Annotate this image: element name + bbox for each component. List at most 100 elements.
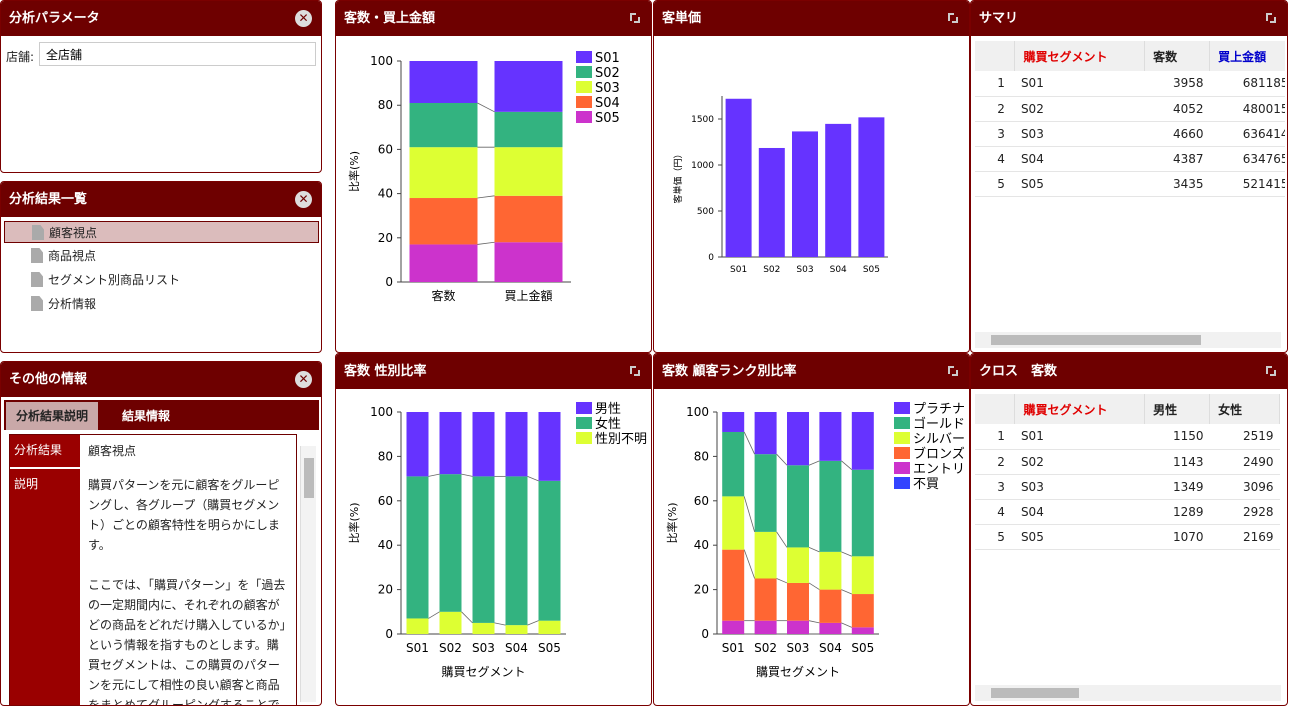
table-cell: 2 <box>975 96 1015 122</box>
y-tick-label: 0 <box>385 275 393 289</box>
y-tick-label: 60 <box>694 494 709 508</box>
x-tick-label: 客数 <box>431 288 455 303</box>
bar-segment <box>494 147 563 196</box>
cross-hscroll[interactable] <box>975 685 1281 701</box>
info-scrollbar[interactable] <box>300 446 316 702</box>
store-label: 店舗: <box>6 50 35 64</box>
table-cell: 4660 <box>1144 121 1210 147</box>
connector-line <box>776 531 788 548</box>
expand-icon[interactable] <box>627 363 643 379</box>
expand-icon[interactable] <box>627 10 643 26</box>
col-segment[interactable]: 購買セグメント <box>1014 394 1146 424</box>
bar <box>858 117 885 258</box>
scroll-thumb[interactable] <box>304 458 314 498</box>
y-tick-label: 40 <box>694 538 709 552</box>
legend-label: 不買 <box>913 477 939 492</box>
bar-segment <box>494 61 563 112</box>
expand-icon[interactable] <box>1263 10 1279 26</box>
legend-swatch <box>894 402 910 414</box>
tree-item-customer[interactable]: 顧客視点 <box>4 221 319 243</box>
connector-line <box>743 496 755 532</box>
scroll-thumb[interactable] <box>991 335 1201 345</box>
close-icon[interactable]: ✕ <box>295 191 312 208</box>
tab-result-info[interactable]: 結果情報 <box>122 409 171 423</box>
bar-segment <box>494 111 563 148</box>
table-row[interactable]: 2 S02 1143 2490 <box>975 449 1280 475</box>
col-female[interactable]: 女性 <box>1209 394 1280 424</box>
legend-label: S01 <box>595 51 620 66</box>
table-row[interactable]: 3 S03 4660 636414 <box>975 121 1285 147</box>
bar-segment <box>439 611 462 634</box>
y-tick-label: 1000 <box>691 161 714 171</box>
col-customers[interactable]: 客数 <box>1144 41 1211 71</box>
summary-title: サマリ <box>979 11 1019 26</box>
tree-item-segment-list[interactable]: セグメント別商品リスト <box>4 269 319 291</box>
store-input[interactable] <box>39 42 316 66</box>
legend-swatch <box>576 66 592 78</box>
table-cell: 2 <box>975 449 1015 475</box>
tree-item-product[interactable]: 商品視点 <box>4 245 319 267</box>
table-cell: 681185 <box>1209 71 1285 97</box>
legend-swatch <box>894 432 910 444</box>
expand-icon[interactable] <box>945 10 961 26</box>
summary-hscroll[interactable] <box>975 332 1281 348</box>
bar-segment <box>819 589 842 623</box>
table-cell: 4 <box>975 146 1015 172</box>
bar-segment <box>754 620 777 634</box>
table-cell: 2928 <box>1209 499 1280 525</box>
chart2-header: 客単価 <box>654 1 969 36</box>
legend-label: S02 <box>595 66 620 81</box>
bar-segment <box>787 412 809 466</box>
table-row[interactable]: 1 S01 1150 2519 <box>975 424 1280 450</box>
scroll-thumb[interactable] <box>991 688 1079 698</box>
expand-icon[interactable] <box>945 363 961 379</box>
close-icon[interactable]: ✕ <box>295 371 312 388</box>
other-panel: その他の情報 ✕ 分析結果説明 結果情報 分析結果 顧客視点 説明 購買パターンを… <box>0 361 322 706</box>
table-row[interactable]: 3 S03 1349 3096 <box>975 474 1280 500</box>
col-sales[interactable]: 買上金額 <box>1209 41 1285 71</box>
info-val-desc: 購買パターンを元に顧客をグルーピングし、各グループ（購買セグメント）ごとの顧客特… <box>88 478 286 706</box>
table-row[interactable]: 4 S04 1289 2928 <box>975 499 1280 525</box>
close-icon[interactable]: ✕ <box>295 10 312 27</box>
y-tick-label: 20 <box>378 231 393 245</box>
legend-swatch <box>894 477 910 489</box>
bar-segment <box>851 412 874 470</box>
y-axis-label: 比率(%) <box>347 502 361 543</box>
chart1-header: 客数・買上金額 <box>336 1 651 36</box>
table-row[interactable]: 5 S05 1070 2169 <box>975 524 1280 550</box>
table-row[interactable]: 1 S01 3958 681185 <box>975 71 1285 97</box>
tree-item-label: 商品視点 <box>48 249 97 263</box>
tree-item-label: 分析情報 <box>48 297 97 311</box>
table-cell: S05 <box>1014 171 1145 197</box>
x-tick-label: S03 <box>787 641 810 655</box>
table-cell: 1143 <box>1144 449 1210 475</box>
y-tick-label: 100 <box>686 405 709 419</box>
connector-line <box>776 578 788 584</box>
connector-line <box>494 622 506 626</box>
legend-swatch <box>576 96 592 108</box>
x-axis-label: 購買セグメント <box>441 665 525 679</box>
table-cell: 2519 <box>1209 424 1280 450</box>
legend-label: 男性 <box>595 402 621 417</box>
legend-label: 女性 <box>595 416 621 432</box>
expand-icon[interactable] <box>1263 363 1279 379</box>
table-row[interactable]: 2 S02 4052 480015 <box>975 96 1285 122</box>
bar-segment <box>722 549 745 621</box>
bar-segment <box>819 412 842 461</box>
bar-segment <box>538 480 561 621</box>
legend-label: S03 <box>595 81 620 96</box>
table-row[interactable]: 4 S04 4387 634765 <box>975 146 1285 172</box>
table-cell: 2169 <box>1209 524 1280 550</box>
y-tick-label: 20 <box>694 583 709 597</box>
col-male[interactable]: 男性 <box>1144 394 1211 424</box>
tab-description[interactable]: 分析結果説明 <box>6 402 99 430</box>
table-row[interactable]: 5 S05 3435 521415 <box>975 171 1285 197</box>
col-segment[interactable]: 購買セグメント <box>1014 41 1146 71</box>
table-cell: 3958 <box>1144 71 1210 97</box>
bar-segment <box>754 454 777 532</box>
legend-swatch <box>894 462 910 474</box>
results-header: 分析結果一覧 ✕ <box>1 182 321 217</box>
y-tick-label: 0 <box>385 627 393 641</box>
tree-item-analysis-info[interactable]: 分析情報 <box>4 293 319 315</box>
table-cell: S03 <box>1014 121 1145 147</box>
